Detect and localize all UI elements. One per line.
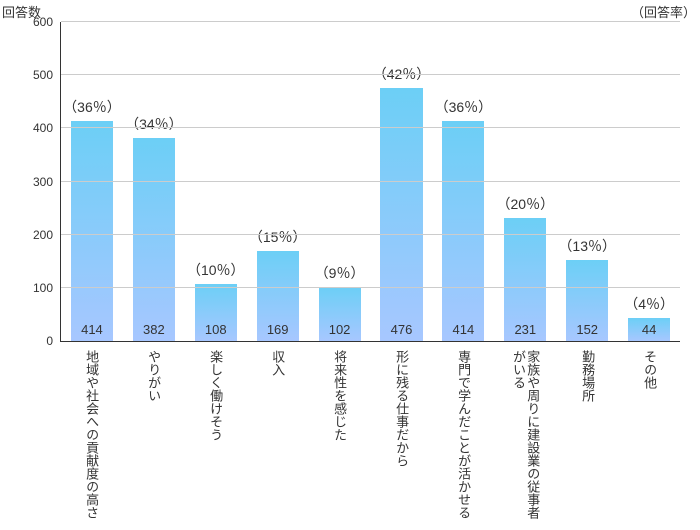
x-axis-label: 勤務場所 [580,344,594,526]
bar-value-label: 102 [329,322,351,341]
grid-line [61,127,680,128]
bar: 152（13％） [566,260,608,341]
x-axis-label: その他 [642,344,656,526]
bar-chart: 回答数 （回答率） 414（36％）382（34％）108（10％）169（15… [0,0,700,530]
x-axis-label: やりがい [146,344,160,526]
y-tick-label: 300 [33,175,61,189]
bar-value-label: 108 [205,322,227,341]
plot-area: 414 （36％） 382 （34％） 108 （10％） 169 （15％） 102 （9％） 4… [60,22,680,342]
y-tick-label: 200 [33,228,61,242]
bar: 476（42％） [380,88,422,341]
x-label-slot: その他 [618,344,680,526]
bar-slot: 44 （4％） [618,22,680,341]
x-axis-label: 家族や周りに建設業の従事者がいる [511,344,540,526]
x-label-slot: 形に残る仕事だから [370,344,432,526]
x-labels: 地域や社会への貢献度の高さ やりがい 楽しく働けそう 収入 将来性を感じた 形に残る仕事だ… [60,344,680,526]
grid-line [61,181,680,182]
y-tick-label: 400 [33,121,61,135]
bar-percent-label: （36％） [435,97,493,121]
bar: 414（36％） [442,121,484,341]
bar-percent-label: （10％） [187,260,245,284]
x-axis-label: 地域や社会への貢献度の高さ [84,344,98,526]
y-tick-label: 100 [33,281,61,295]
bar: 102（9％） [319,287,361,341]
grid-line [61,74,680,75]
grid-line [61,287,680,288]
bar-value-label: 414 [81,322,103,341]
bar: 44（4％） [628,318,670,341]
bar-percent-label: （42％） [373,64,431,88]
bar-percent-label: （4％） [624,294,674,318]
bar: 169（15％） [257,251,299,341]
x-label-slot: 勤務場所 [556,344,618,526]
bar: 382（34％） [133,138,175,341]
bars-container: 414 （36％） 382 （34％） 108 （10％） 169 （15％） 102 （9％） 4… [61,22,680,341]
x-label-slot: やりがい [122,344,184,526]
x-axis-label: 形に残る仕事だから [394,344,408,526]
bar-value-label: 152 [576,322,598,341]
x-label-slot: 専門で学んだことが活かせる [432,344,494,526]
bar-percent-label: （20％） [497,194,555,218]
bar-percent-label: （36％） [63,97,121,121]
bar-slot: 152 （13％） [556,22,618,341]
bar-slot: 231 （20％） [494,22,556,341]
x-axis-label: 将来性を感じた [332,344,346,526]
bar-percent-label: （15％） [249,227,307,251]
grid-line [61,234,680,235]
bar-slot: 414 （36％） [432,22,494,341]
bar-slot: 108 （10％） [185,22,247,341]
x-label-slot: 楽しく働けそう [184,344,246,526]
bar-value-label: 231 [514,322,536,341]
y-tick-label: 0 [46,334,61,348]
bar-slot: 476 （42％） [371,22,433,341]
bar: 231（20％） [504,218,546,341]
x-label-slot: 地域や社会への貢献度の高さ [60,344,122,526]
x-label-slot: 将来性を感じた [308,344,370,526]
right-axis-title: （回答率） [631,2,696,21]
bar: 108（10％） [195,284,237,341]
bar-slot: 382 （34％） [123,22,185,341]
bar-slot: 414 （36％） [61,22,123,341]
grid-line [61,21,680,22]
x-label-slot: 収入 [246,344,308,526]
bar-value-label: 476 [391,322,413,341]
bar-percent-label: （9％） [315,263,365,287]
bar-percent-label: （13％） [558,236,616,260]
bar: 414（36％） [71,121,113,341]
bar-slot: 102 （9％） [309,22,371,341]
x-axis-label: 専門で学んだことが活かせる [456,344,470,526]
bar-value-label: 169 [267,322,289,341]
x-axis-label: 楽しく働けそう [208,344,222,526]
bar-value-label: 414 [453,322,475,341]
bar-slot: 169 （15％） [247,22,309,341]
bar-value-label: 382 [143,322,165,341]
bar-percent-label: （34％） [125,114,183,138]
y-tick-label: 500 [33,68,61,82]
x-axis-label: 収入 [270,344,284,526]
y-tick-label: 600 [33,15,61,29]
x-label-slot: 家族や周りに建設業の従事者がいる [494,344,556,526]
bar-value-label: 44 [642,322,656,341]
